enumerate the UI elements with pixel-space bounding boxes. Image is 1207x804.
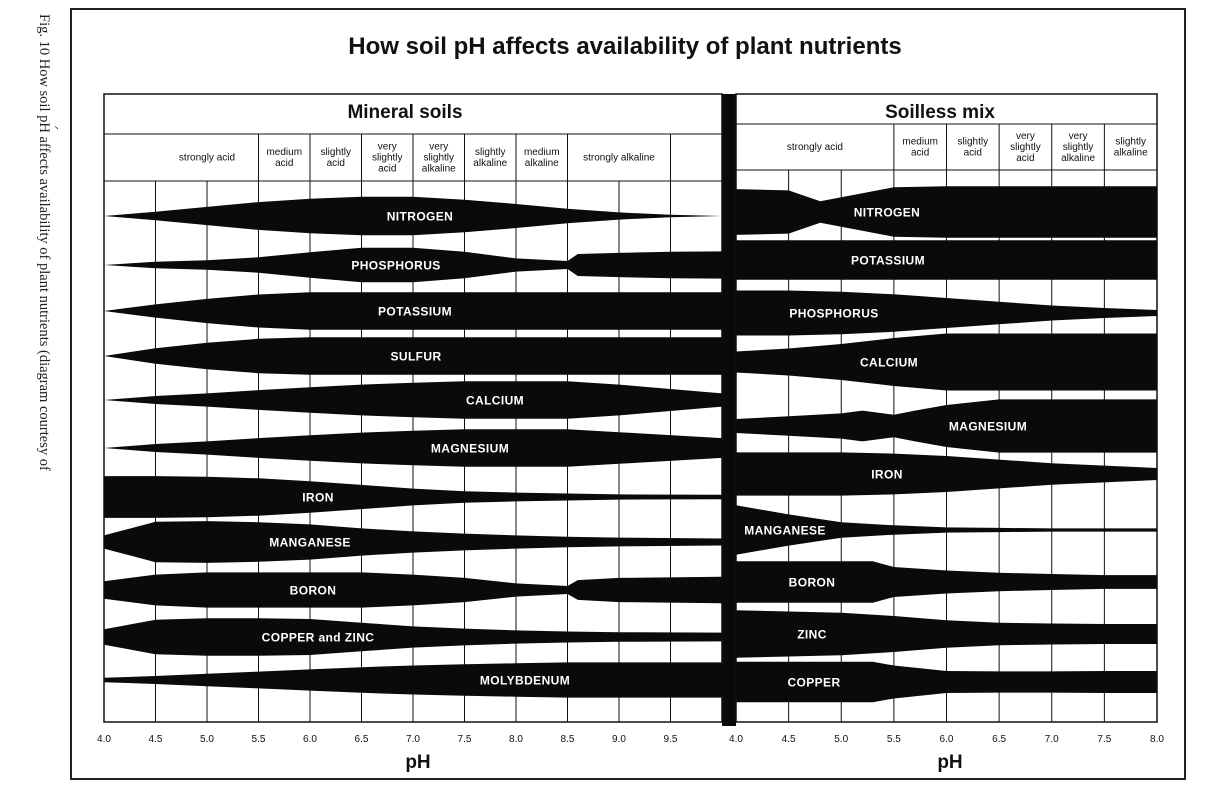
band-boron <box>104 572 722 608</box>
tick-label: 6.0 <box>940 734 954 745</box>
band-iron <box>104 476 722 518</box>
zone-label: slightly acid <box>958 137 989 159</box>
band-label: PHOSPHORUS <box>789 307 878 321</box>
tick-label: 8.0 <box>1150 734 1164 745</box>
tick-label: 4.5 <box>782 734 796 745</box>
band-label: NITROGEN <box>387 210 454 224</box>
band-copper-and-zinc <box>104 618 722 656</box>
band-label: POTASSIUM <box>851 254 925 268</box>
band-copper <box>736 661 1157 703</box>
chart-frame <box>70 8 1186 780</box>
band-label: MAGNESIUM <box>949 420 1027 434</box>
band-zinc <box>736 610 1157 658</box>
band-label: COPPER <box>787 676 840 690</box>
tick-label: 6.5 <box>992 734 1006 745</box>
band-label: MANGANESE <box>744 524 826 538</box>
band-label: CALCIUM <box>860 356 918 370</box>
zone-label: strongly acid <box>179 153 235 164</box>
band-label: SULFUR <box>390 350 441 364</box>
band-nitrogen <box>736 186 1157 238</box>
zone-label: very slightly acid <box>372 142 403 175</box>
tick-label: 8.5 <box>561 734 575 745</box>
band-manganese <box>104 521 722 563</box>
zone-label: slightly acid <box>320 147 351 169</box>
band-label: MANGANESE <box>269 536 351 550</box>
band-label: BORON <box>290 584 337 598</box>
band-label: COPPER and ZINC <box>262 631 375 645</box>
panel-mineral-soils: Mineral soils strongly acid medium acid slig… <box>97 93 723 773</box>
band-calcium <box>736 333 1157 391</box>
band-molybdenum <box>104 662 722 698</box>
band-label: POTASSIUM <box>378 305 452 319</box>
zone-label: strongly alkaline <box>583 153 655 164</box>
zone-label: very slightly alkaline <box>422 142 456 175</box>
tick-label: 7.5 <box>458 734 472 745</box>
band-potassium <box>736 240 1157 280</box>
band-label: IRON <box>302 491 334 505</box>
tick-label: 7.0 <box>406 734 420 745</box>
band-boron <box>736 561 1157 603</box>
zone-label: strongly acid <box>787 142 843 153</box>
zone-label: slightly alkaline <box>473 147 507 169</box>
band-label: NITROGEN <box>854 206 921 220</box>
band-nitrogen <box>104 196 722 236</box>
tick-label: 4.0 <box>97 734 111 745</box>
zone-label: very slightly alkaline <box>1061 131 1095 164</box>
band-label: PHOSPHORUS <box>351 259 440 273</box>
band-potassium <box>104 292 722 330</box>
band-phosphorus <box>736 290 1157 336</box>
zone-label: very slightly acid <box>1010 131 1041 164</box>
tick-label: 7.0 <box>1045 734 1059 745</box>
tick-label: 5.5 <box>252 734 266 745</box>
panel-title: Soilless mix <box>885 102 995 123</box>
zone-label: medium alkaline <box>524 147 560 169</box>
tick-label: 9.0 <box>612 734 626 745</box>
band-label: BORON <box>789 576 836 590</box>
zone-label: slightly alkaline <box>1114 137 1148 159</box>
tick-label: 7.5 <box>1097 734 1111 745</box>
band-manganese <box>736 505 1157 555</box>
tick-label: 5.5 <box>887 734 901 745</box>
panel-title: Mineral soils <box>347 102 462 123</box>
tick-label: 6.0 <box>303 734 317 745</box>
tick-label: 5.0 <box>200 734 214 745</box>
band-label: MAGNESIUM <box>431 442 509 456</box>
band-label: IRON <box>871 468 903 482</box>
band-iron <box>736 452 1157 496</box>
band-magnesium <box>104 429 722 467</box>
band-label: MOLYBDENUM <box>480 674 570 688</box>
tick-label: 6.5 <box>355 734 369 745</box>
tick-label: 5.0 <box>834 734 848 745</box>
x-axis-label: pH <box>937 752 962 773</box>
tick-label: 9.5 <box>664 734 678 745</box>
panel-soilless-mix: Soilless mix strongly acid medium acid sligh… <box>729 93 1164 773</box>
band-label: ZINC <box>797 628 827 642</box>
band-phosphorus <box>104 247 722 283</box>
tick-label: 4.5 <box>149 734 163 745</box>
tick-label: 4.0 <box>729 734 743 745</box>
zone-label: medium acid <box>266 147 302 169</box>
band-magnesium <box>736 399 1157 453</box>
band-label: CALCIUM <box>466 394 524 408</box>
band-sulfur <box>104 337 722 375</box>
tick-label: 8.0 <box>509 734 523 745</box>
zone-label: medium acid <box>902 137 938 159</box>
chart-title: How soil pH affects availability of plan… <box>348 33 901 60</box>
x-axis-label: pH <box>405 752 430 773</box>
panel-divider <box>722 94 736 726</box>
band-calcium <box>104 381 722 419</box>
